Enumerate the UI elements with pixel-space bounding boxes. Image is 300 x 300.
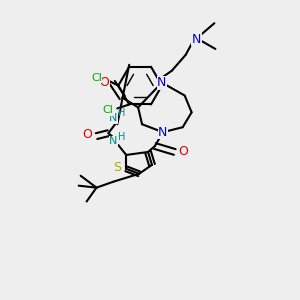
Text: O: O	[82, 128, 92, 141]
Text: Cl: Cl	[91, 73, 102, 83]
Text: O: O	[100, 76, 110, 89]
Text: Cl: Cl	[102, 105, 113, 116]
Text: N: N	[109, 113, 118, 123]
Text: N: N	[158, 126, 168, 139]
Text: O: O	[179, 146, 189, 158]
Text: S: S	[113, 161, 121, 174]
Text: N: N	[192, 32, 201, 46]
Text: N: N	[157, 76, 167, 89]
Text: N: N	[109, 136, 118, 146]
Text: H: H	[118, 108, 125, 118]
Text: H: H	[118, 132, 125, 142]
